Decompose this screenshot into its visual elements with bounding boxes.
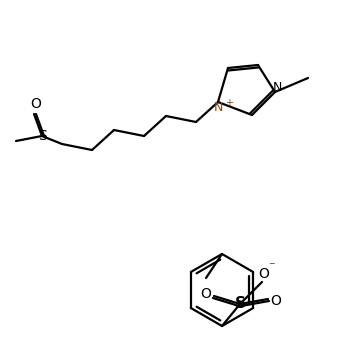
Text: O: O (30, 97, 41, 111)
Text: O: O (200, 287, 211, 301)
Text: N: N (272, 81, 282, 94)
Text: O: O (259, 267, 269, 281)
Text: ⁻: ⁻ (268, 261, 274, 274)
Text: S: S (235, 297, 246, 311)
Text: S: S (38, 129, 47, 143)
Text: O: O (271, 294, 281, 308)
Text: N: N (213, 100, 223, 113)
Text: +: + (225, 98, 233, 108)
